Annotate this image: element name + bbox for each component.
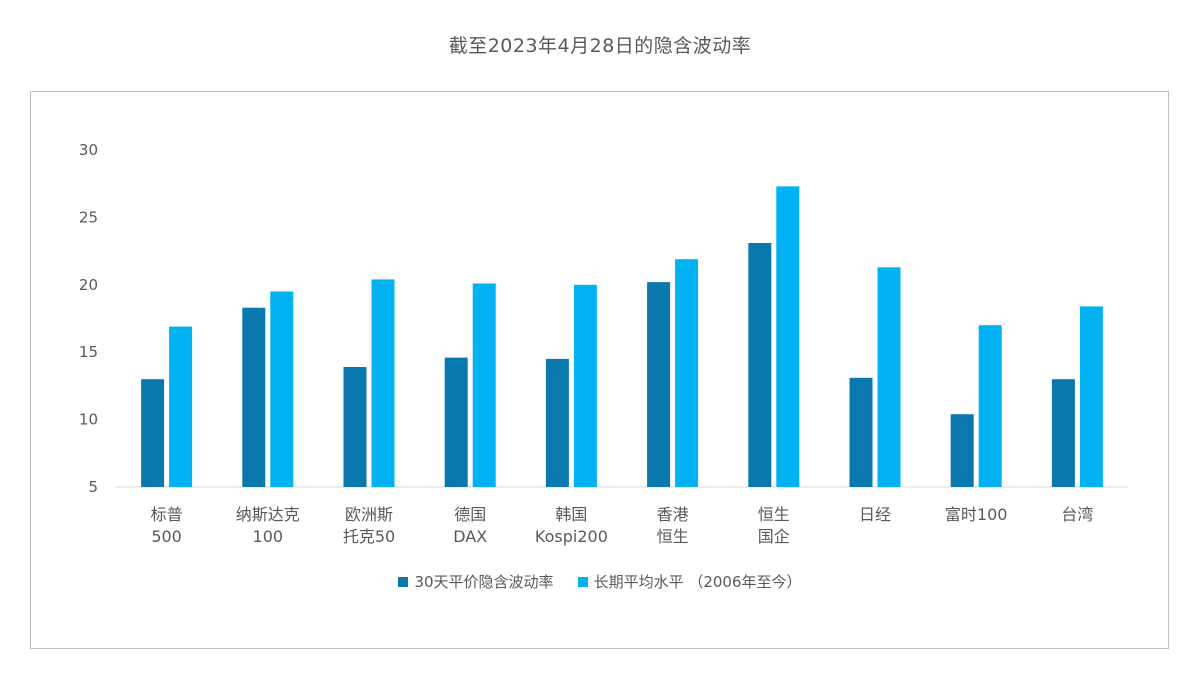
x-tick-label: 恒生 [758, 505, 790, 524]
bar-series-2 [472, 283, 496, 487]
x-tick-label: 德国 [454, 505, 486, 524]
x-tick-label: 香港 [657, 505, 689, 524]
bar-series-2 [675, 259, 699, 487]
bar-series-1 [647, 282, 671, 487]
bar-series-1 [444, 357, 468, 487]
bar-series-2 [371, 279, 395, 487]
x-tick-label: DAX [453, 527, 487, 546]
legend-label-series-1: 30天平价隐含波动率 [414, 573, 554, 591]
bar-series-1 [849, 377, 873, 487]
y-tick-label: 5 [88, 478, 98, 496]
bar-series-1 [1051, 379, 1075, 487]
bar-series-2 [877, 267, 901, 487]
chart-title: 截至2023年4月28日的隐含波动率 [448, 35, 752, 57]
x-tick-label: 纳斯达克 [236, 505, 300, 524]
x-tick-label: 日经 [859, 505, 891, 524]
y-tick-label: 30 [79, 141, 98, 159]
legend-label-series-2: 长期平均水平 （2006年至今） [593, 573, 802, 591]
bar-series-1 [545, 358, 569, 487]
y-tick-label: 25 [79, 208, 98, 226]
x-tick-label: 欧洲斯 [345, 505, 393, 524]
bar-series-1 [748, 243, 772, 487]
legend-swatch-series-2 [577, 576, 588, 587]
bar-series-1 [343, 367, 367, 487]
x-tick-label: 国企 [758, 527, 790, 546]
x-tick-label: 托克50 [343, 527, 395, 546]
x-tick-label: 500 [151, 527, 182, 546]
bar-series-2 [1079, 306, 1103, 487]
x-tick-label: 100 [253, 527, 284, 546]
legend-swatch-series-1 [398, 576, 409, 587]
chart-legend: 30天平价隐含波动率 长期平均水平 （2006年至今） [0, 571, 1200, 592]
bar-series-2 [978, 325, 1002, 487]
bar-series-2 [573, 284, 597, 487]
x-tick-label: Kospi200 [535, 527, 608, 546]
bar-series-2 [169, 326, 193, 487]
bar-series-1 [242, 307, 266, 487]
bar-series-2 [270, 291, 294, 487]
x-tick-label: 富时100 [945, 505, 1008, 524]
bar-series-2 [776, 186, 800, 487]
x-tick-label: 标普 [151, 505, 183, 524]
y-tick-label: 20 [79, 276, 98, 294]
x-tick-label: 恒生 [657, 527, 689, 546]
bar-series-1 [141, 379, 165, 487]
legend-item-series-1: 30天平价隐含波动率 [398, 571, 554, 592]
x-tick-label: 韩国 [555, 505, 587, 524]
y-tick-label: 10 [79, 411, 98, 429]
bar-series-1 [950, 414, 974, 487]
legend-item-series-2: 长期平均水平 （2006年至今） [577, 571, 802, 592]
x-tick-label: 台湾 [1061, 505, 1093, 524]
chart-frame [30, 91, 1169, 649]
y-tick-label: 15 [79, 343, 98, 361]
